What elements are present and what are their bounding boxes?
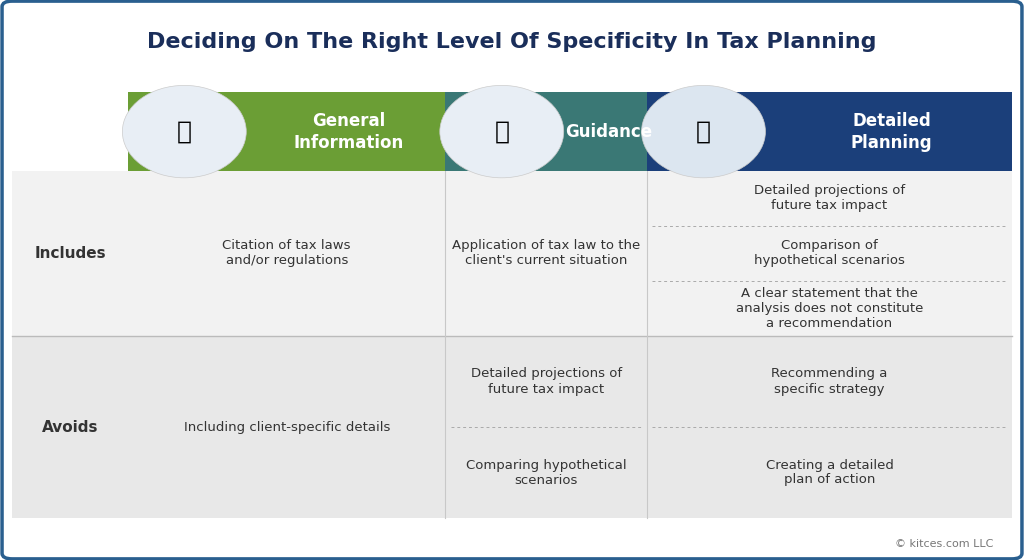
Ellipse shape xyxy=(641,86,766,178)
Text: Includes: Includes xyxy=(35,246,105,261)
Text: © kitces.com LLC: © kitces.com LLC xyxy=(895,539,993,549)
FancyBboxPatch shape xyxy=(12,336,1012,518)
Text: Comparing hypothetical
scenarios: Comparing hypothetical scenarios xyxy=(466,459,627,487)
Text: Detailed projections of
future tax impact: Detailed projections of future tax impac… xyxy=(754,184,905,212)
Text: Application of tax law to the
client's current situation: Application of tax law to the client's c… xyxy=(453,240,640,268)
Text: Including client-specific details: Including client-specific details xyxy=(183,421,390,433)
Ellipse shape xyxy=(123,86,246,178)
Text: Citation of tax laws
and/or regulations: Citation of tax laws and/or regulations xyxy=(222,240,351,268)
FancyBboxPatch shape xyxy=(12,171,1012,336)
Text: A clear statement that the
analysis does not constitute
a recommendation: A clear statement that the analysis does… xyxy=(736,287,923,330)
FancyBboxPatch shape xyxy=(445,92,647,171)
Text: General
Information: General Information xyxy=(294,111,403,152)
FancyBboxPatch shape xyxy=(128,92,445,171)
FancyBboxPatch shape xyxy=(647,92,1012,171)
Text: 📋: 📋 xyxy=(696,120,711,143)
Text: Detailed
Planning: Detailed Planning xyxy=(851,111,932,152)
Text: Guidance: Guidance xyxy=(564,123,652,141)
Text: Avoids: Avoids xyxy=(42,419,98,435)
Text: Creating a detailed
plan of action: Creating a detailed plan of action xyxy=(766,459,893,487)
Text: Detailed projections of
future tax impact: Detailed projections of future tax impac… xyxy=(471,367,622,395)
Text: Recommending a
specific strategy: Recommending a specific strategy xyxy=(771,367,888,395)
Ellipse shape xyxy=(440,86,563,178)
Text: Comparison of
hypothetical scenarios: Comparison of hypothetical scenarios xyxy=(754,240,905,268)
Text: 📢: 📢 xyxy=(177,120,191,143)
Text: Deciding On The Right Level Of Specificity In Tax Planning: Deciding On The Right Level Of Specifici… xyxy=(147,32,877,52)
Text: 🚦: 🚦 xyxy=(495,120,509,143)
